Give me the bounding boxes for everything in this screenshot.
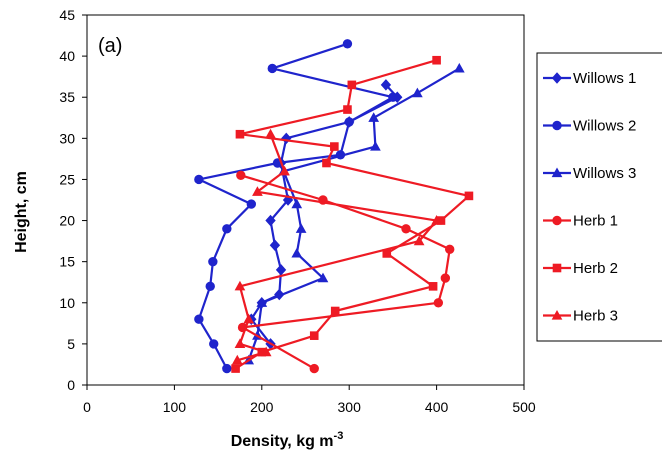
data-point-willows-2 (267, 63, 277, 74)
x-tick-label: 200 (250, 399, 274, 415)
x-axis-title: Density, kg m-3 (231, 430, 344, 450)
data-point-willows-3 (453, 62, 465, 73)
y-tick-label: 25 (59, 171, 75, 187)
series-line-herb-2 (235, 59, 470, 370)
legend: Willows 1 Willows 2 Willows 3 Herb 1 Herb 2 H… (536, 52, 662, 342)
data-point-herb-2 (330, 306, 340, 316)
data-point-willows-2 (344, 117, 354, 127)
data-point-herb-1 (236, 170, 246, 181)
y-tick-label: 30 (59, 130, 75, 146)
y-tick-label: 35 (59, 89, 75, 105)
legend-label-herb-3: Herb 3 (573, 308, 618, 325)
data-point-willows-2 (342, 39, 353, 49)
series-line-willows-1 (250, 84, 399, 345)
plot-area: 0 100 200 300 400 500 0 5 10 15 20 25 30 35 40 45 (59, 7, 535, 415)
data-point-willows-2 (388, 92, 398, 102)
data-point-willows-3 (368, 112, 380, 122)
data-point-herb-3 (252, 186, 263, 196)
data-point-herb-1 (445, 244, 455, 255)
legend-box (536, 52, 662, 342)
data-point-willows-2 (209, 339, 219, 349)
data-point-herb-3 (260, 346, 272, 357)
data-point-willows-3 (295, 223, 307, 233)
data-point-herb-3 (279, 165, 290, 176)
data-point-herb-2 (322, 158, 331, 168)
data-point-herb-2 (347, 80, 357, 90)
data-point-herb-3 (234, 280, 246, 291)
x-tick-label: 300 (338, 399, 362, 415)
series-line-herb-3 (236, 133, 438, 362)
plot-frame (86, 14, 525, 386)
data-point-herb-1 (433, 298, 444, 308)
data-point-willows-2 (222, 363, 232, 374)
data-point-willows-3 (291, 198, 303, 209)
x-tick-label: 500 (512, 399, 536, 415)
panel-label: (a) (98, 35, 122, 57)
data-point-willows-2 (205, 281, 215, 292)
y-tick-label: 45 (59, 7, 75, 23)
data-point-willows-2 (246, 199, 257, 209)
data-point-herb-1 (401, 224, 411, 234)
data-point-willows-2 (194, 174, 204, 185)
x-tick-label: 400 (425, 399, 449, 415)
x-axis-title-text: Density, kg m (231, 433, 334, 450)
data-point-herb-2 (330, 142, 339, 151)
y-tick-label: 20 (59, 213, 75, 229)
y-tick-label: 40 (59, 48, 75, 64)
data-point-willows-3 (370, 141, 381, 151)
data-point-willows-1 (380, 79, 392, 91)
data-point-willows-1 (281, 132, 292, 145)
data-point-willows-3 (412, 87, 423, 98)
legend-label-willows-2: Willows 2 (573, 118, 636, 135)
data-point-willows-1 (275, 264, 287, 276)
y-tick-label: 0 (67, 377, 75, 393)
data-point-willows-3 (291, 247, 303, 258)
data-point-herb-2 (309, 331, 319, 340)
x-tick-label: 100 (163, 399, 187, 415)
data-point-herb-2 (343, 105, 352, 114)
legend-marker-herb-3 (551, 309, 563, 320)
y-tick-label: 10 (59, 295, 75, 311)
legend-label-herb-1: Herb 1 (573, 213, 618, 230)
data-point-willows-3 (256, 297, 268, 307)
data-point-herb-1 (440, 273, 451, 283)
data-point-herb-2 (432, 55, 441, 65)
data-point-willows-2 (222, 224, 232, 234)
data-point-herb-1 (309, 363, 319, 374)
legend-marker-willows-2 (552, 120, 562, 131)
legend-label-willows-3: Willows 3 (573, 165, 636, 182)
data-point-herb-3 (413, 235, 425, 246)
data-point-herb-2 (235, 129, 245, 139)
data-point-herb-3 (265, 128, 276, 139)
x-axis-title-superscript: -3 (334, 430, 344, 442)
legend-label-herb-2: Herb 2 (573, 260, 618, 277)
data-point-herb-3 (231, 354, 243, 365)
data-point-willows-2 (194, 314, 204, 324)
x-tick-label: 0 (83, 399, 91, 415)
legend-marker-willows-1 (551, 72, 563, 84)
y-tick-label: 5 (67, 336, 75, 352)
y-tick-label: 15 (59, 254, 75, 270)
legend-marker-herb-1 (552, 215, 562, 226)
data-point-willows-1 (269, 239, 281, 251)
series-line-herb-1 (240, 174, 451, 370)
legend-marker-willows-3 (551, 167, 563, 178)
data-point-herb-2 (464, 191, 474, 201)
data-point-willows-1 (265, 214, 276, 227)
data-point-herb-3 (243, 313, 255, 324)
data-point-willows-3 (317, 272, 329, 283)
series-line-willows-3 (247, 67, 460, 361)
data-point-herb-2 (231, 364, 240, 373)
data-point-herb-2 (428, 282, 438, 291)
data-point-herb-3 (431, 215, 442, 225)
data-point-willows-2 (208, 256, 218, 267)
legend-marker-herb-2 (552, 263, 562, 273)
data-point-herb-3 (234, 338, 246, 348)
series-line-willows-2 (197, 42, 394, 370)
y-axis-title: Height, cm (13, 171, 30, 253)
legend-label-willows-1: Willows 1 (573, 70, 636, 87)
